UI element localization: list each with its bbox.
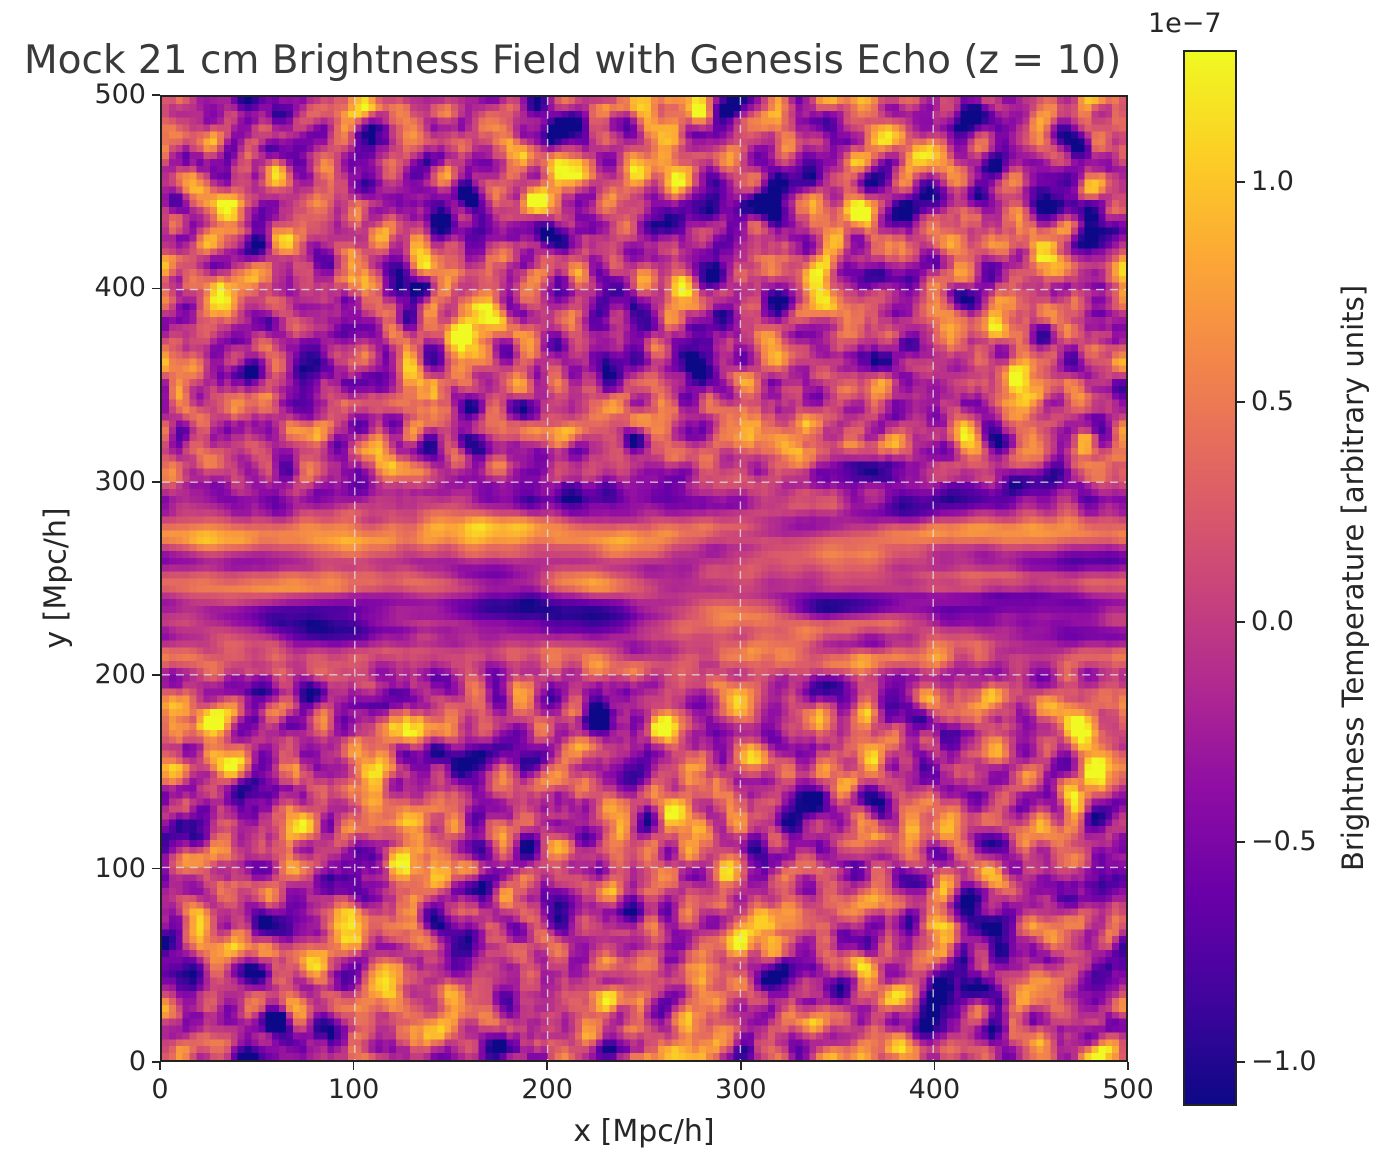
heatmap-field-canvas (162, 97, 1126, 1060)
chart-title: Mock 21 cm Brightness Field with Genesis… (24, 38, 1122, 83)
y-tick-mark (152, 867, 160, 870)
colorbar-label: Brightness Temperature [arbitrary units] (1336, 284, 1370, 872)
x-tick-mark (546, 1062, 548, 1070)
colorbar (1183, 50, 1237, 1106)
y-tick-label: 200 (94, 659, 146, 691)
x-tick-mark (352, 1062, 355, 1070)
x-tick-label: 100 (327, 1074, 380, 1105)
colorbar-tick-mark (1237, 621, 1245, 623)
colorbar-tick-label: 0.5 (1251, 386, 1294, 417)
x-tick-mark (159, 1062, 161, 1070)
colorbar-tick-mark (1237, 181, 1245, 183)
x-tick-label: 300 (715, 1074, 767, 1105)
y-tick-mark (152, 674, 160, 676)
x-tick-mark (933, 1062, 936, 1070)
x-tick-label: 500 (1102, 1074, 1154, 1105)
colorbar-tick-mark (1237, 401, 1245, 403)
x-tick-mark (1127, 1062, 1129, 1070)
heatmap-plot (160, 95, 1128, 1062)
y-tick-label: 300 (94, 465, 146, 497)
y-tick-label: 400 (94, 272, 146, 304)
colorbar-tick-mark (1237, 1061, 1245, 1063)
y-tick-mark (152, 1061, 160, 1063)
y-tick-mark (152, 287, 160, 290)
x-tick-label: 400 (908, 1074, 961, 1105)
y-tick-label: 500 (94, 79, 146, 110)
colorbar-offset-text: 1e−7 (1148, 8, 1222, 39)
y-tick-label: 0 (128, 1046, 146, 1077)
grid-overlay (162, 97, 1126, 1060)
y-tick-mark (152, 481, 160, 483)
x-tick-label: 0 (151, 1074, 169, 1105)
colorbar-tick-label: 0.0 (1251, 606, 1294, 637)
x-tick-label: 200 (521, 1074, 573, 1105)
colorbar-tick-label: 1.0 (1251, 166, 1294, 197)
y-tick-label: 100 (94, 852, 146, 884)
colorbar-tick-label: −1.0 (1251, 1046, 1317, 1077)
x-tick-mark (740, 1062, 742, 1070)
x-axis-label: x [Mpc/h] (573, 1114, 715, 1149)
y-axis-label: y [Mpc/h] (38, 507, 74, 649)
y-tick-mark (152, 94, 160, 96)
colorbar-tick-mark (1237, 841, 1245, 843)
colorbar-tick-label: −0.5 (1251, 826, 1317, 857)
